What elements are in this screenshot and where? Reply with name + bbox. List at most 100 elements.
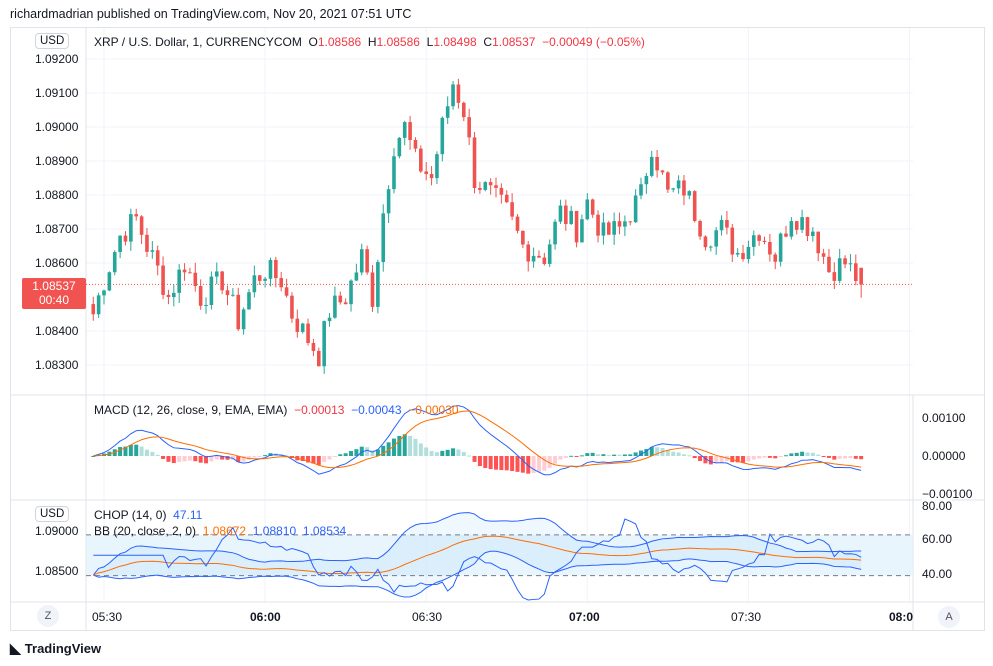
candle-body [811,231,815,237]
candle-body [172,292,176,298]
macd-histogram-bar [343,453,348,456]
candle-body [816,231,821,254]
last-price: 1.08537 [32,279,76,293]
timezone-button[interactable]: Z [37,605,59,627]
high-value: 1.08586 [376,35,420,49]
candle-body [96,295,101,315]
candle-body [649,156,654,176]
candle-body [214,271,219,277]
macd-histogram-bar [263,455,268,457]
candle-body [725,220,729,228]
macd-histogram-bar [547,456,552,468]
macd-histogram-bar [526,456,531,474]
candle-body [671,188,676,190]
chart-frame [10,27,985,631]
candle-body [279,278,284,288]
candle-body [537,255,541,258]
chop-legend: CHOP (14, 0) 47.11 [94,508,202,522]
macd-histogram-bar [628,454,633,456]
candle-body [354,272,359,281]
candle-body [617,221,622,227]
bb-label: BB (20, close, 2, 0) [94,524,197,538]
bb-lower-line [93,550,862,598]
macd-histogram-bar [241,456,246,462]
candle-body [569,210,573,225]
time-tick: 06:00 [250,610,281,624]
candle-body [574,210,579,243]
candle-body [762,240,767,242]
macd-histogram-bar [692,456,697,459]
low-value: 1.08498 [433,35,477,49]
candle-body [794,221,799,230]
candle-body [123,235,128,242]
candle-body [526,244,531,262]
candle-body [241,309,246,330]
candle-body [311,342,316,351]
macd-histogram-bar [714,456,719,464]
macd-histogram-bar [698,456,703,461]
macd-histogram-bar [778,456,783,457]
candle-body [134,214,139,217]
candle-body [252,275,257,293]
macd-histogram-bar [520,456,525,473]
candle-body [735,252,740,255]
macd-histogram-bar [370,450,375,456]
macd-histogram-bar [451,448,456,456]
chop-line [93,518,862,601]
candle-body [386,189,391,214]
macd-histogram-bar [488,456,493,470]
candle-body [188,272,192,274]
macd-axis-tick: 0.00100 [922,411,966,425]
macd-histogram-bar [150,451,155,456]
candle-body [854,263,858,282]
tradingview-logo[interactable]: ◣ TradingView [10,640,101,657]
macd-histogram-bar [579,455,584,457]
bb-axis-tick: 1.09000 [35,524,79,538]
candle-body [687,191,692,196]
macd-histogram-bar [306,456,311,463]
candle-body [709,246,713,248]
macd-histogram-bar [617,454,622,456]
macd-histogram-bar [322,456,327,462]
candle-body [821,253,826,257]
macd-histogram-bar [601,454,606,456]
currency-button-lower[interactable]: USD [35,506,70,522]
time-tick: 06:30 [412,610,443,624]
candle-body [145,234,149,252]
candle-body [429,174,434,179]
candle-body [837,258,842,281]
macd-histogram-bar [510,456,515,472]
price-axis-tick: 1.09200 [35,52,79,66]
open-label: O [308,35,318,49]
candle-body [531,255,536,262]
macd-histogram-bar [558,456,563,460]
candle-body [623,221,627,227]
candle-body [317,350,321,367]
candle-body [182,269,187,273]
macd-histogram-bar [182,456,187,462]
macd-histogram-bar [187,456,192,461]
auto-scale-button[interactable]: A [938,606,960,628]
macd-histogram-bar [794,452,799,456]
macd-histogram-bar [338,454,343,456]
macd-histogram-bar [676,452,681,456]
macd-histogram-bar [144,449,149,456]
macd-histogram-bar [386,442,391,456]
candle-body [590,199,595,215]
candle-body [521,230,525,245]
candle-body [789,221,794,237]
bb-upper-line [92,512,862,576]
candle-body [107,272,112,291]
candle-body [209,276,214,305]
macd-legend: MACD (12, 26, close, 9, EMA, EMA) −0.000… [94,403,459,417]
candle-body [773,254,778,262]
macd-histogram-bar [375,449,380,456]
macd-histogram-bar [504,456,509,471]
brand-name: TradingView [24,641,102,656]
price-axis-tick: 1.09000 [35,120,79,134]
currency-button[interactable]: USD [35,33,70,49]
candle-body [424,171,428,175]
macd-histogram-bar [434,452,439,456]
candle-body [193,272,198,287]
